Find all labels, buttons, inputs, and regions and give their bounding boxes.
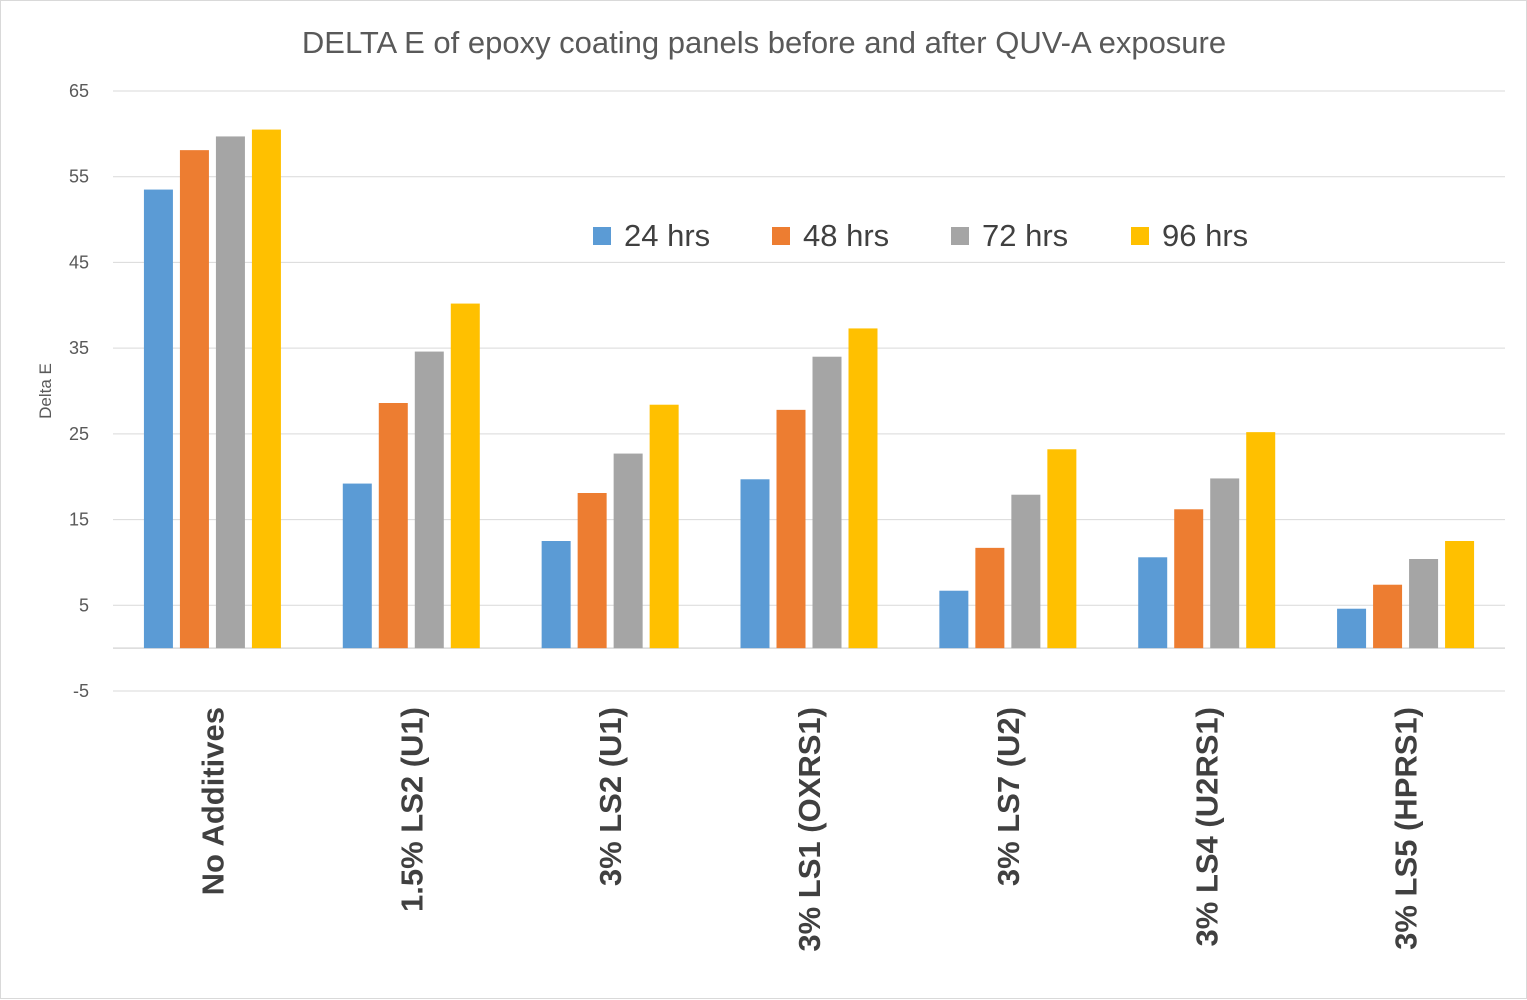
bar-24-hrs — [939, 590, 969, 649]
y-tick-label: 45 — [69, 252, 89, 272]
legend-label: 72 hrs — [982, 218, 1068, 253]
legend-swatch — [593, 227, 611, 245]
bar-96-hrs — [1246, 432, 1276, 649]
legend: 24 hrs 48 hrs 72 hrs 96 hrs — [593, 218, 1248, 253]
y-tick-label: 55 — [69, 167, 89, 187]
legend-label: 96 hrs — [1162, 218, 1248, 253]
chart-title: DELTA E of epoxy coating panels before a… — [302, 25, 1226, 60]
y-tick-label: 15 — [69, 510, 89, 530]
bar-24-hrs — [1138, 557, 1168, 649]
bar-24-hrs — [740, 479, 770, 649]
bar-96-hrs — [1047, 449, 1077, 649]
bar-48-hrs — [975, 547, 1005, 649]
bar-96-hrs — [450, 303, 480, 649]
bar-48-hrs — [378, 403, 408, 649]
x-tick-label: No Additives — [195, 707, 230, 895]
y-tick-label: -5 — [73, 681, 89, 701]
bar-96-hrs — [848, 328, 878, 649]
bar-72-hrs — [1409, 559, 1439, 649]
bar-96-hrs — [251, 129, 281, 649]
y-axis-ticks: -5 5 15 25 35 45 55 65 — [69, 81, 89, 701]
x-tick-label: 3% LS1 (OXRS1) — [792, 707, 827, 952]
bar-96-hrs — [649, 404, 679, 649]
y-axis-label: Delta E — [36, 363, 55, 419]
bars — [143, 129, 1475, 649]
bar-48-hrs — [1174, 509, 1204, 649]
bar-72-hrs — [1011, 494, 1041, 649]
bar-72-hrs — [215, 136, 245, 649]
x-tick-label: 3% LS4 (U2RS1) — [1190, 707, 1225, 946]
gridlines — [113, 90, 1505, 692]
legend-label: 24 hrs — [624, 218, 710, 253]
legend-label: 48 hrs — [803, 218, 889, 253]
x-tick-label: 3% LS5 (HPRS1) — [1389, 707, 1424, 950]
x-tick-label: 1.5% LS2 (U1) — [394, 707, 429, 912]
x-axis-ticks: No Additives 1.5% LS2 (U1) 3% LS2 (U1) 3% L… — [195, 707, 1423, 952]
bar-48-hrs — [179, 150, 209, 649]
bar-96-hrs — [1445, 541, 1475, 649]
bar-48-hrs — [577, 493, 607, 649]
bar-72-hrs — [613, 453, 643, 649]
bar-72-hrs — [812, 356, 842, 649]
legend-swatch — [1131, 227, 1149, 245]
bar-48-hrs — [1373, 584, 1403, 649]
x-tick-label: 3% LS2 (U1) — [593, 707, 628, 886]
bar-48-hrs — [776, 409, 806, 649]
bar-72-hrs — [1210, 478, 1240, 649]
bar-24-hrs — [143, 189, 173, 649]
y-tick-label: 65 — [69, 81, 89, 101]
bar-24-hrs — [541, 541, 571, 649]
legend-swatch — [772, 227, 790, 245]
y-tick-label: 25 — [69, 424, 89, 444]
bar-24-hrs — [1337, 608, 1367, 649]
legend-swatch — [951, 227, 969, 245]
y-tick-label: 5 — [79, 595, 89, 615]
x-tick-label: 3% LS7 (U2) — [991, 707, 1026, 886]
y-tick-label: 35 — [69, 338, 89, 358]
bar-72-hrs — [414, 351, 444, 649]
bar-24-hrs — [342, 483, 372, 649]
